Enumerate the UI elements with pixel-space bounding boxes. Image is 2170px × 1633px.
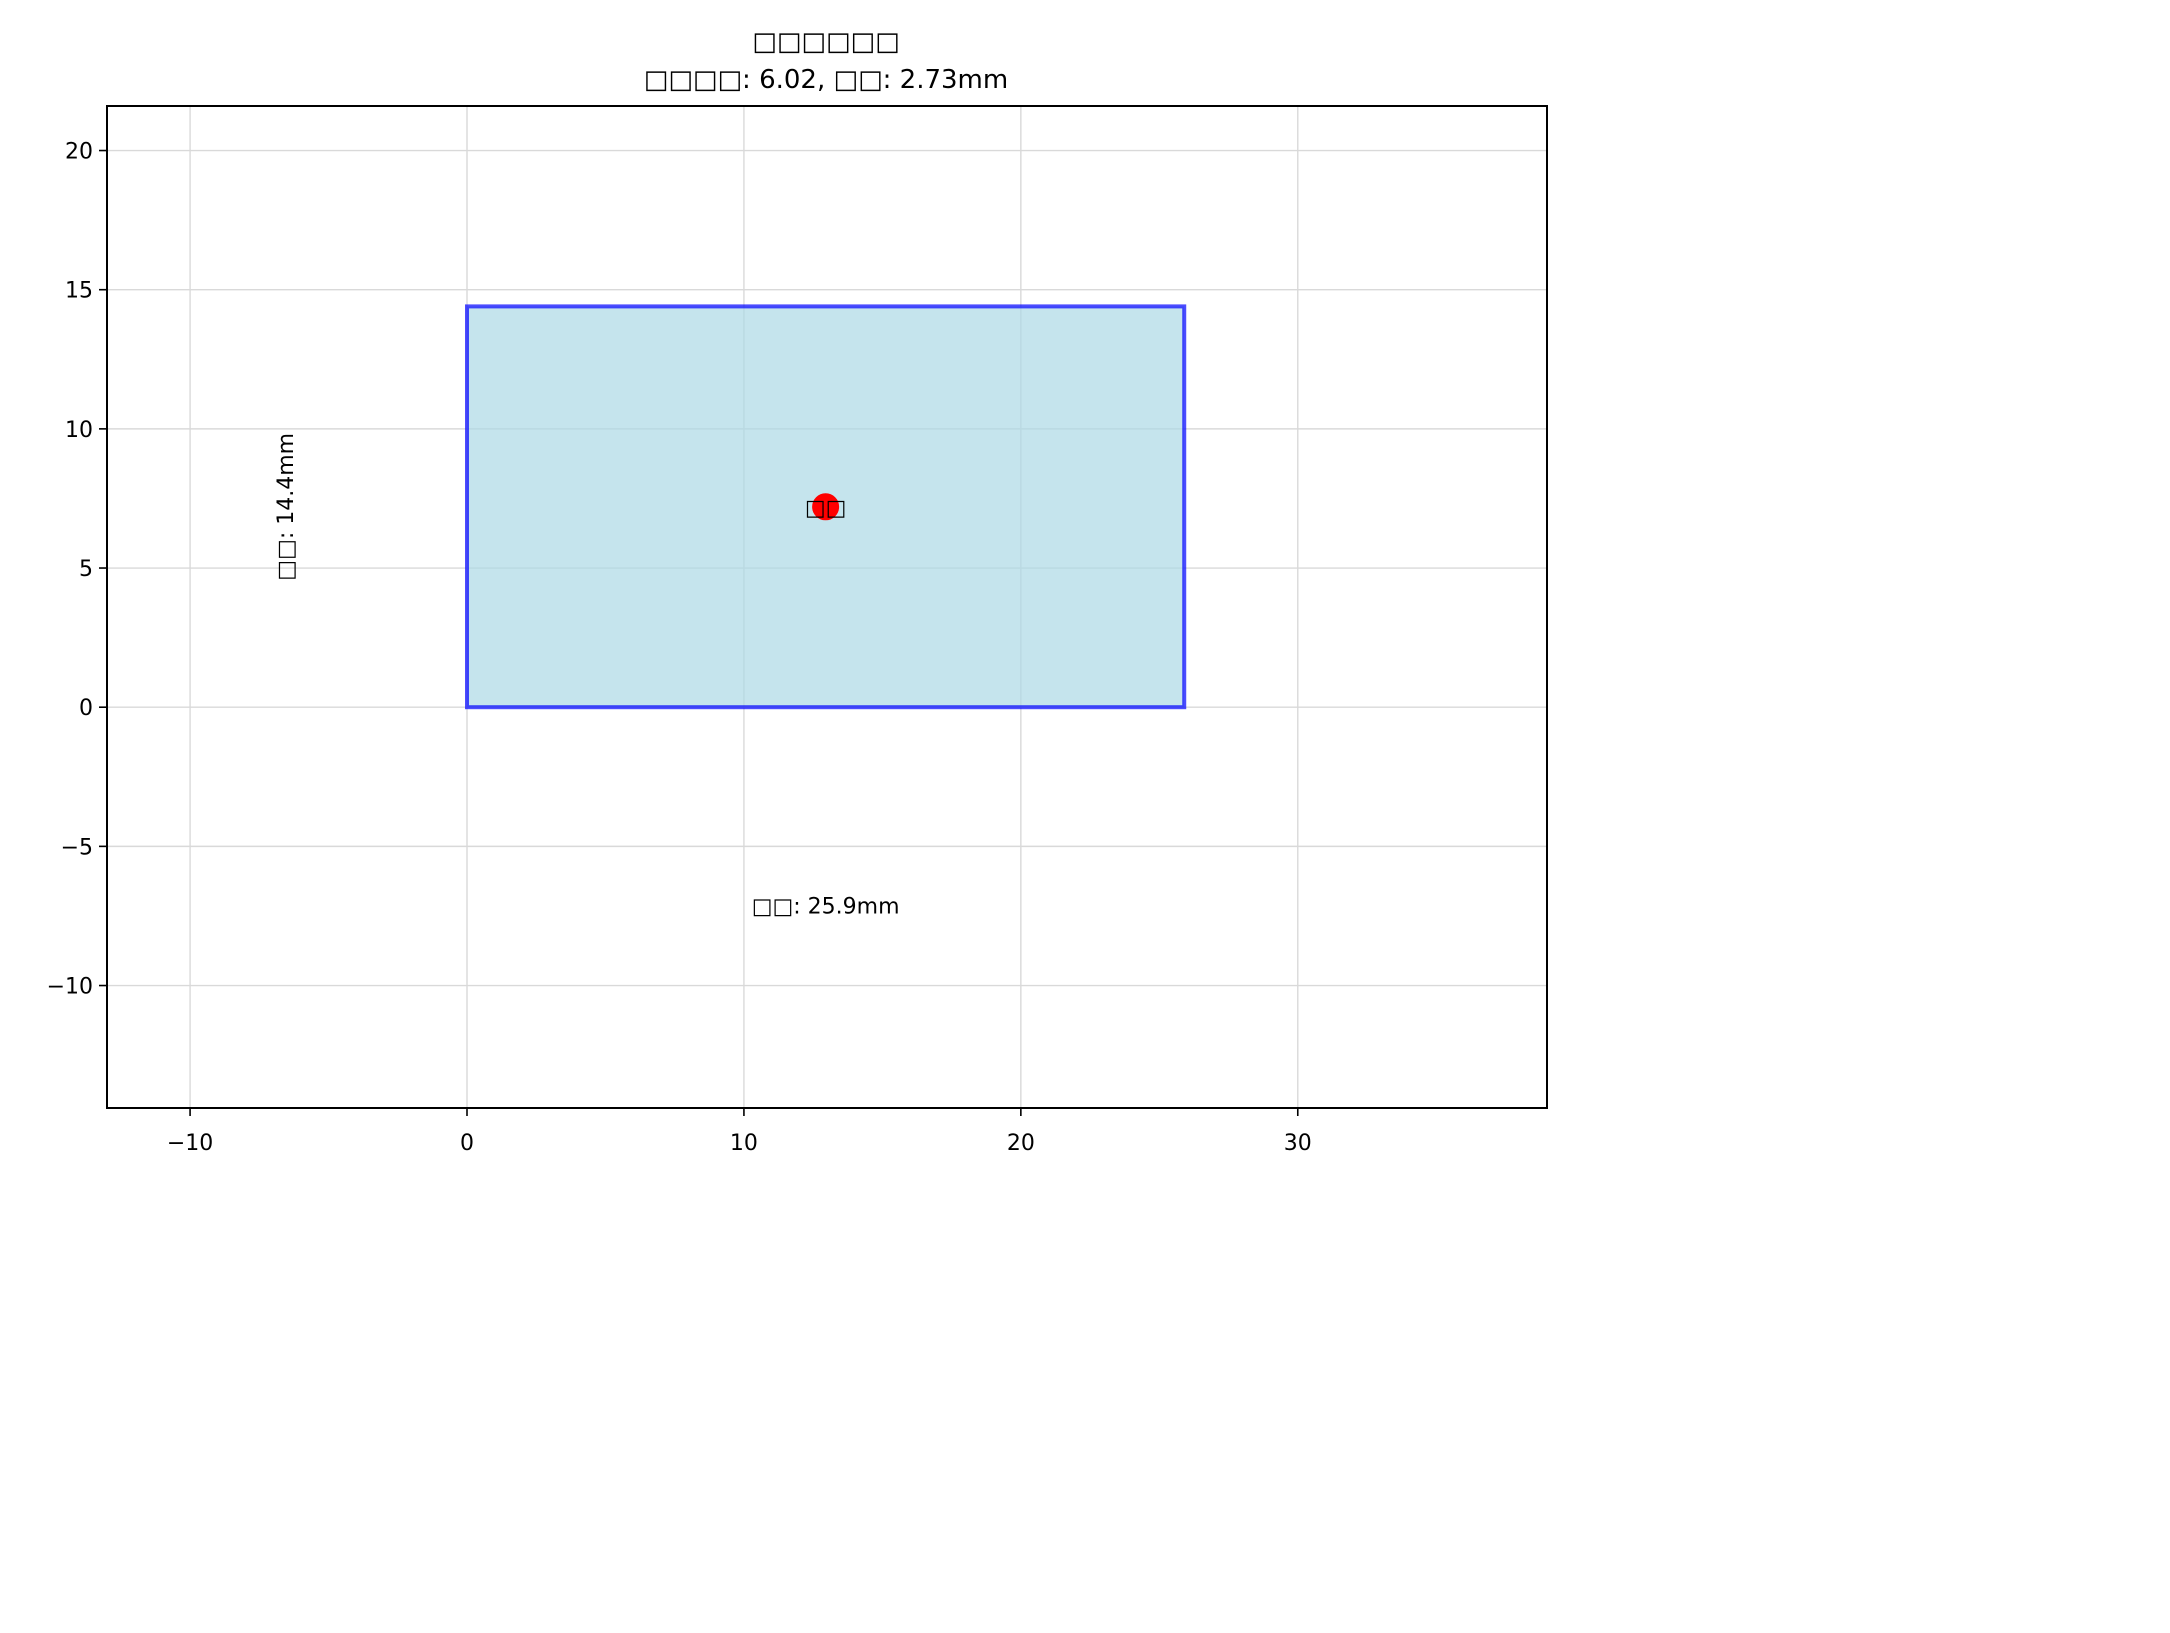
y-tick-label-4: 10 [65, 418, 93, 443]
chart-subtitle: □□□□: 6.02, □□: 2.73mm [644, 65, 1008, 95]
point-layer: □□ [805, 493, 847, 521]
center-point-0 [812, 493, 840, 521]
y-tick-label-1: −5 [61, 835, 93, 860]
dimension-annotation-1: □□: 14.4mm [274, 433, 299, 581]
plot-frame [106, 105, 1548, 1109]
rectangle-plot-chart: □□□□□□ □□□□: 6.02, □□: 2.73mm □□ □□: 25.… [47, 27, 1548, 1156]
annotation-layer: □□: 25.9mm □□: 14.4mm [274, 433, 900, 920]
axes: −10 0 10 20 30 −10 −5 0 5 10 15 20 [47, 105, 1548, 1156]
y-tick-label-0: −10 [47, 975, 93, 1000]
x-tick-label-4: 30 [1284, 1131, 1312, 1156]
y-tick-label-3: 5 [79, 557, 93, 582]
x-tick-label-3: 20 [1007, 1131, 1035, 1156]
y-tick-label-2: 0 [79, 696, 93, 721]
dimension-annotation-0: □□: 25.9mm [752, 895, 900, 920]
x-tick-label-0: −10 [167, 1131, 213, 1156]
y-tick-label-6: 20 [65, 140, 93, 165]
x-tick-label-1: 0 [460, 1131, 474, 1156]
chart-title: □□□□□□ [752, 27, 899, 57]
x-tick-label-2: 10 [730, 1131, 758, 1156]
center-point-label-0: □□ [805, 496, 847, 521]
chart-root: □□□□□□ □□□□: 6.02, □□: 2.73mm □□ □□: 25.… [46, 27, 1548, 1156]
y-tick-label-5: 15 [65, 279, 93, 304]
